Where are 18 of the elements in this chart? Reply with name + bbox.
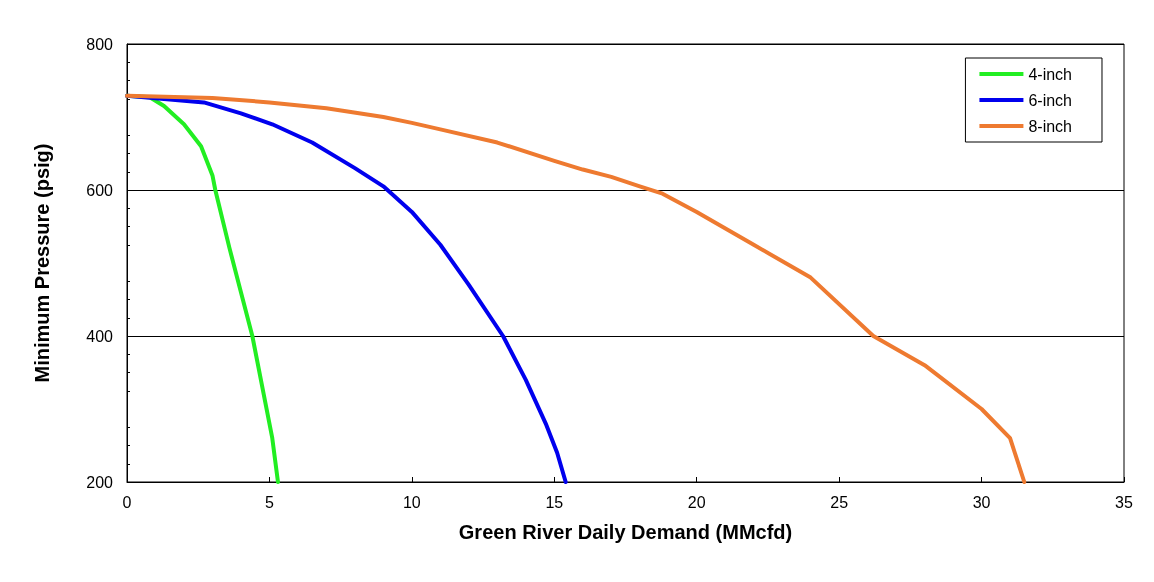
y-tick-label: 200 <box>86 473 114 491</box>
legend-label: 4-inch <box>1028 65 1072 83</box>
y-tick-label: 800 <box>86 35 114 53</box>
x-tick-label: 0 <box>122 493 132 511</box>
x-tick-label: 35 <box>1115 493 1133 511</box>
y-tick-label: 400 <box>86 327 114 345</box>
y-tick-label: 600 <box>86 181 114 199</box>
x-tick-label: 15 <box>545 493 564 511</box>
legend-label: 6-inch <box>1028 91 1072 109</box>
line-series <box>125 93 1027 484</box>
x-tick-label: 25 <box>830 493 849 511</box>
x-axis-title: Green River Daily Demand (MMcfd) <box>458 521 793 543</box>
x-tick-label: 20 <box>687 493 706 511</box>
x-tick-label: 10 <box>402 493 421 511</box>
x-tick-label: 5 <box>264 493 274 511</box>
x-tick-label: 30 <box>972 493 991 511</box>
legend-label: 8-inch <box>1028 117 1072 135</box>
y-axis-title: Minimum Pressure (psig) <box>31 143 53 383</box>
